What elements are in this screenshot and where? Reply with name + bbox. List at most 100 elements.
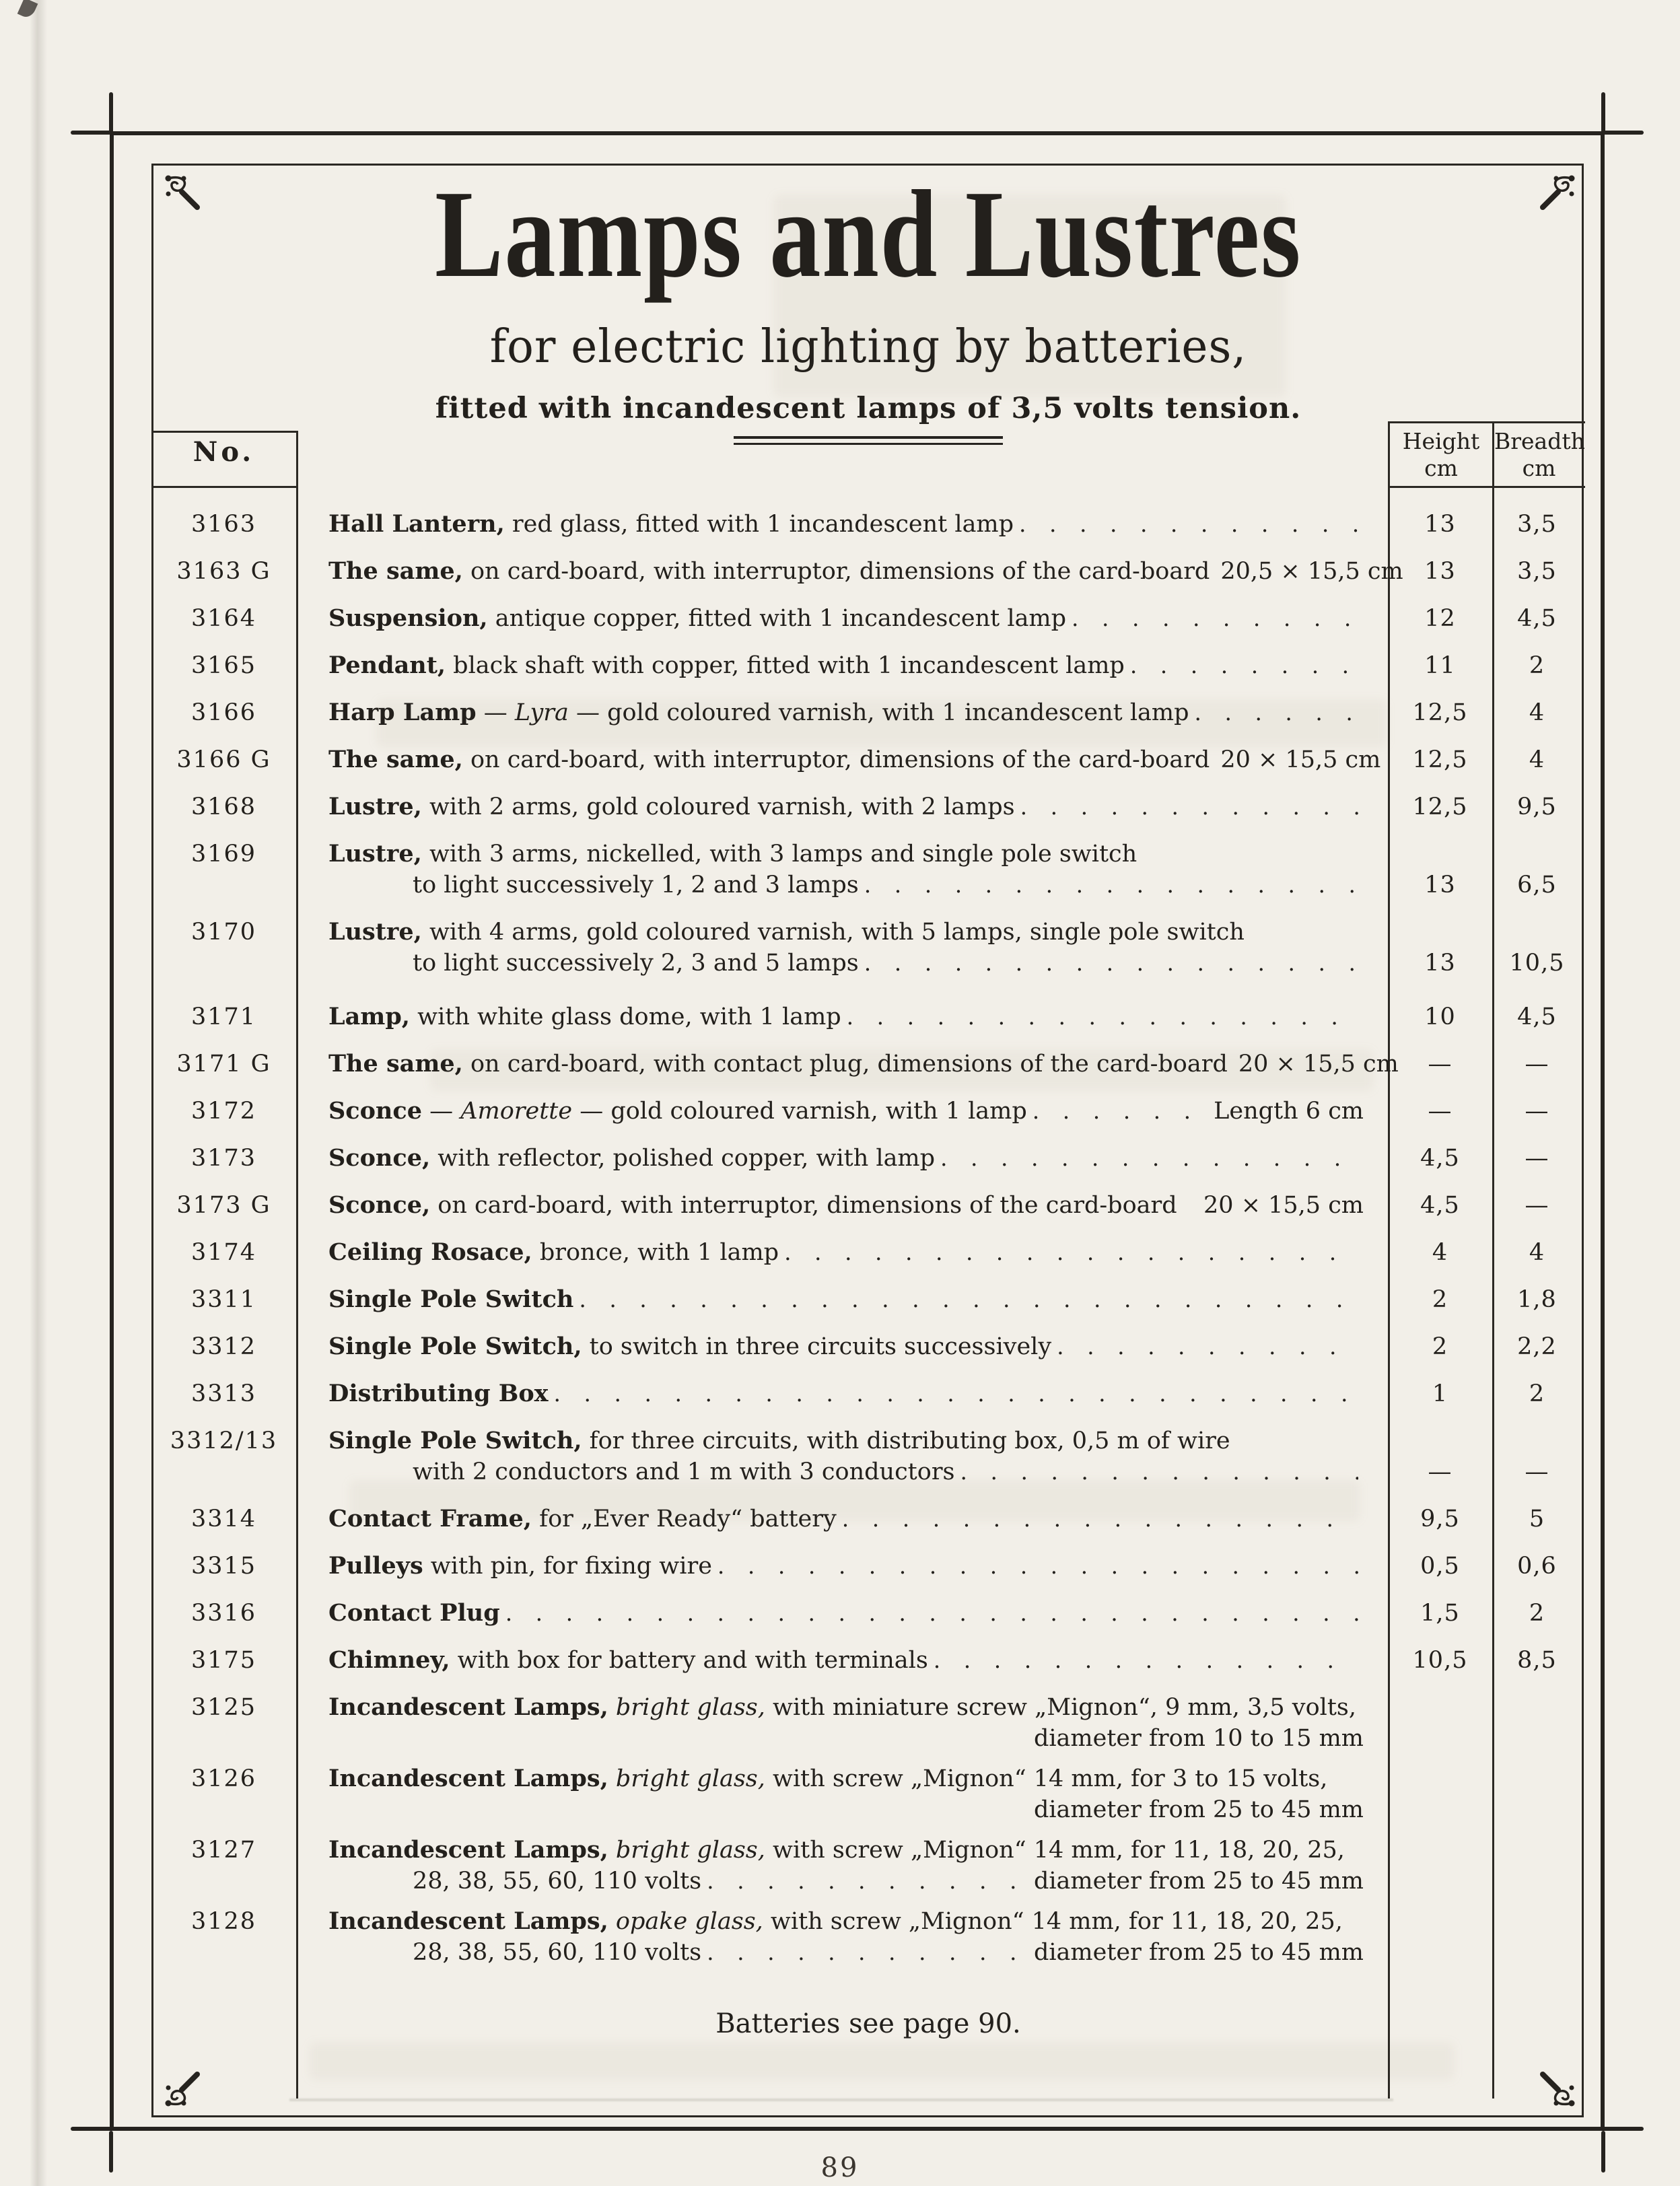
frame-corner-stub [109, 92, 113, 134]
leader-dots: . . . . . . . . . . . . . . . . . . . . … [864, 950, 1358, 976]
row-number: 3166 [190, 699, 257, 726]
height-column-rule [1388, 421, 1390, 2099]
description-rest: on card-board, with interruptor, dimensi… [462, 558, 1210, 585]
description-line-1: Lamp, with white glass dome, with 1 lamp… [328, 1001, 1364, 1032]
corner-ornament-icon [1535, 174, 1576, 215]
no-header-top-rule [151, 431, 296, 433]
description-line-1: Chimney, with box for battery and with t… [328, 1645, 1364, 1676]
height-column-header: Height cm [1390, 428, 1492, 482]
description-rest: on card-board, with interruptor, dimensi… [462, 746, 1210, 773]
row-height-value: 13 [1424, 511, 1456, 538]
row-number: 3173 [190, 1145, 257, 1172]
leader-dots: . . . . . . . . . . . . . . . . . . . . … [1032, 1098, 1208, 1124]
table-row: 3313 Distributing Box . . . . . . . . . … [151, 1378, 1585, 1409]
no-column-rule [296, 431, 298, 2099]
row-number: 3171 G [176, 1051, 271, 1078]
leader-dots: . . . . . . . . . . . . . . . . . . . . … [1057, 1333, 1358, 1360]
description-rest: for „Ever Ready“ battery [532, 1506, 837, 1532]
description-line-1: Incandescent Lamps, bright glass, with s… [328, 1763, 1364, 1794]
bleed-through-ghost [431, 1050, 1373, 1090]
row-breadth-value: 6,5 [1517, 872, 1557, 898]
description-lead: Contact Plug [328, 1599, 500, 1627]
row-number: 3311 [190, 1286, 257, 1313]
row-height-value: 9,5 [1420, 1506, 1460, 1532]
row-description: Single Pole Switch, for three circuits, … [296, 1425, 1388, 1487]
row-height-value: 13 [1424, 558, 1456, 585]
table-row: 3163 G The same, on card-board, with int… [151, 556, 1585, 587]
description-tail: 20 × 15,5 cm [1203, 1192, 1364, 1219]
row-number: 3164 [190, 605, 257, 632]
description-line-1: Contact Plug . . . . . . . . . . . . . .… [328, 1598, 1364, 1629]
row-breadth-value: 10,5 [1509, 950, 1565, 977]
row-breadth-value: 5 [1529, 1506, 1545, 1532]
row-number: 3173 G [176, 1192, 271, 1219]
description-line-1: Incandescent Lamps, opake glass, with sc… [328, 1906, 1364, 1937]
table-row: 3164 Suspension, antique copper, fitted … [151, 603, 1585, 634]
row-number: 3313 [190, 1380, 257, 1407]
leader-dots: . . . . . . . . . . . . . . . . . . . . … [1194, 699, 1358, 726]
leader-dots: . . . . . . . . . . . . . . . . . . . . … [707, 1939, 1028, 1965]
row-breadth-value: 2,2 [1517, 1333, 1557, 1360]
row-breadth-value: 4,5 [1517, 605, 1557, 632]
description-line-2: diameter from 25 to 45 mm [328, 1794, 1364, 1825]
bleed-through-ghost [377, 700, 1387, 747]
row-breadth-value: — [1525, 1192, 1549, 1219]
row-breadth-value: — [1525, 1051, 1549, 1078]
description-rest: with miniature screw „Mignon“, 9 mm, 3,5… [765, 1694, 1357, 1721]
page-number: 89 [820, 2152, 860, 2183]
row-description: The same, on card-board, with contact pl… [296, 1049, 1399, 1080]
row-description: The same, on card-board, with interrupto… [296, 556, 1403, 587]
leader-dots: . . . . . . . . . . . . . . . . . . . . … [717, 1553, 1358, 1579]
table-row: 3172 Sconce — Amorette — gold coloured v… [151, 1096, 1585, 1127]
row-number: 3166 G [176, 746, 271, 773]
table-row: 3170 Lustre, with 4 arms, gold coloured … [151, 917, 1585, 979]
description-line-1: Distributing Box . . . . . . . . . . . .… [328, 1378, 1364, 1409]
leader-dots: . . . . . . . . . . . . . . . . . . . . … [784, 1239, 1358, 1265]
row-height-value: 2 [1432, 1286, 1448, 1313]
table-row: 3314 Contact Frame, for „Ever Ready“ bat… [151, 1504, 1585, 1535]
description-line-1: Contact Frame, for „Ever Ready“ battery … [328, 1504, 1364, 1535]
row-description: Ceiling Rosace, bronce, with 1 lamp . . … [296, 1237, 1388, 1268]
description-line2-tail: diameter from 25 to 45 mm [1033, 1796, 1364, 1823]
description-rest: antique copper, fitted with 1 incandesce… [487, 605, 1067, 632]
row-number: 3171 [190, 1003, 257, 1030]
frame-corner-stub [1602, 2127, 1644, 2131]
description-italic: bright glass, [608, 1837, 765, 1864]
description-lead: Lustre, [328, 918, 422, 946]
row-description: Incandescent Lamps, opake glass, with sc… [296, 1906, 1388, 1968]
description-lead: The same, [328, 1050, 463, 1078]
leader-dots: . . . . . . . . . . . . . . . . . . . . … [864, 872, 1358, 898]
description-line-2: with 2 conductors and 1 m with 3 conduct… [328, 1456, 1364, 1487]
description-line-1: Lustre, with 3 arms, nickelled, with 3 l… [328, 839, 1364, 870]
description-line-2: 28, 38, 55, 60, 110 volts . . . . . . . … [328, 1937, 1364, 1968]
row-number: 3312 [190, 1333, 257, 1360]
row-number: 3312/13 [170, 1427, 278, 1454]
table-rows: 3163 Hall Lantern, red glass, fitted wit… [151, 509, 1585, 1977]
breadth-column-header: Breadth cm [1494, 428, 1585, 482]
description-tail: 20 × 15,5 cm [1220, 746, 1381, 773]
row-description: Lustre, with 2 arms, gold coloured varni… [296, 791, 1388, 822]
row-height-value: 0,5 [1420, 1553, 1460, 1580]
description-line-1: The same, on card-board, with contact pl… [328, 1049, 1399, 1080]
description-rest: red glass, fitted with 1 incandescent la… [504, 511, 1014, 538]
row-description: Incandescent Lamps, bright glass, with s… [296, 1763, 1388, 1825]
row-breadth-value: 4 [1529, 699, 1545, 726]
corner-ornament-icon [1535, 2066, 1576, 2108]
description-lead: Lustre, [328, 793, 422, 820]
description-rest: — gold coloured varnish, with 1 lamp [572, 1098, 1027, 1125]
row-description: Sconce, on card-board, with interruptor,… [296, 1190, 1388, 1221]
hb-header-top-rule [1388, 421, 1585, 423]
description-rest: with pin, for fixing wire [423, 1553, 712, 1580]
description-rest: for three circuits, with distributing bo… [582, 1427, 1230, 1454]
masthead: Lamps and Lustres for electric lighting … [158, 167, 1578, 445]
description-rest: on card-board, with interruptor, dimensi… [430, 1192, 1177, 1219]
row-height-value: 11 [1424, 652, 1456, 679]
leader-dots: . . . . . . . . . . . . . . . . . . . . … [1072, 605, 1358, 631]
description-lead: Single Pole Switch, [328, 1427, 582, 1454]
row-description: Hall Lantern, red glass, fitted with 1 i… [296, 509, 1388, 540]
description-lead: Sconce [328, 1097, 422, 1125]
row-number: 3316 [190, 1600, 257, 1627]
row-height-value: 1,5 [1420, 1600, 1460, 1627]
description-lead: Hall Lantern, [328, 510, 505, 538]
description-rest: with 4 arms, gold coloured varnish, with… [421, 919, 1245, 946]
